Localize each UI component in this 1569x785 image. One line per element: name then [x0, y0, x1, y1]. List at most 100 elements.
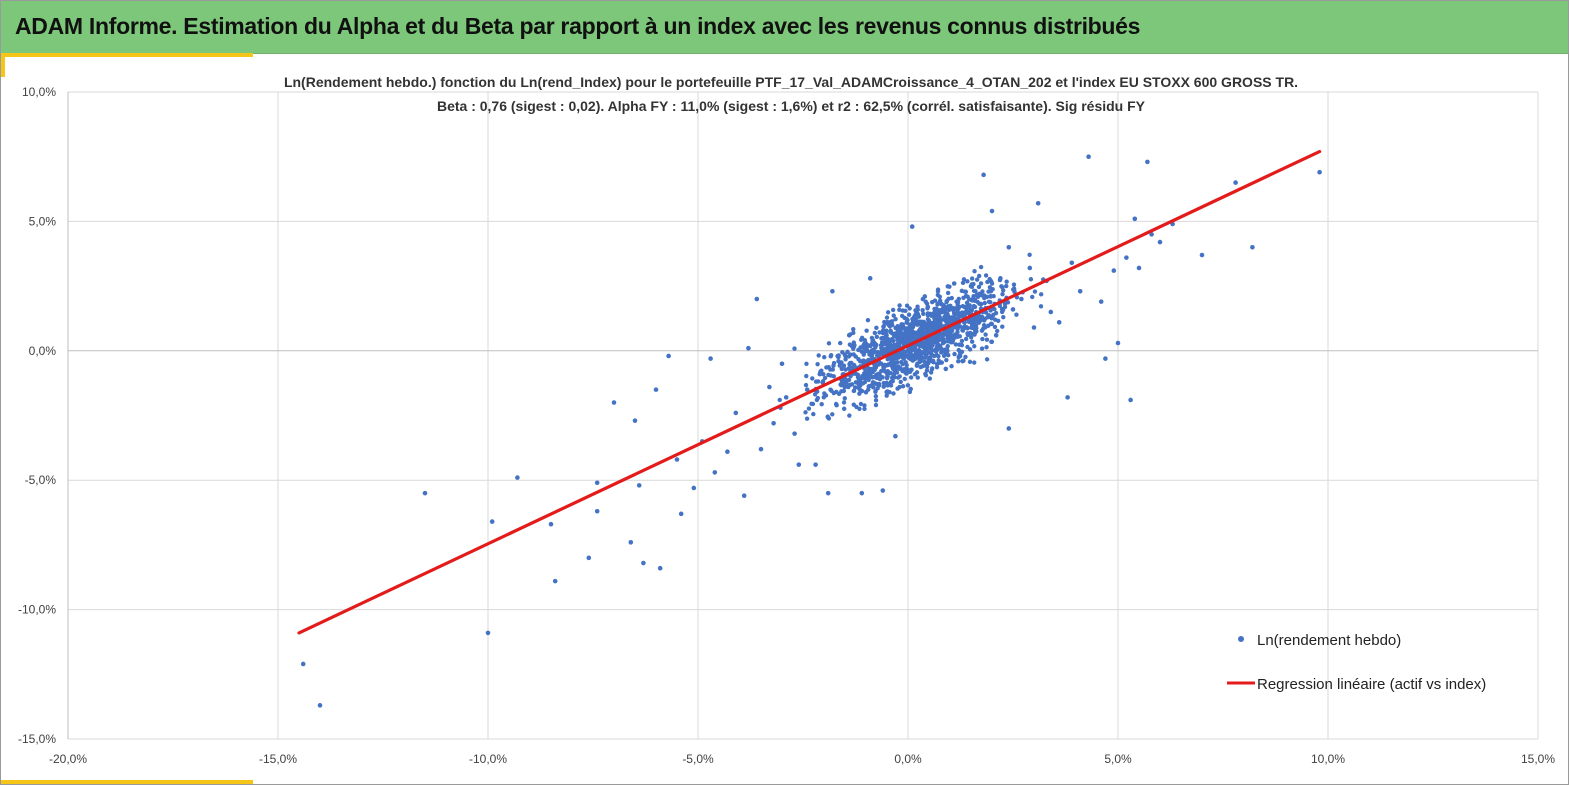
- scatter-point: [886, 322, 891, 327]
- scatter-point: [893, 316, 898, 322]
- scatter-point: [1000, 292, 1005, 297]
- scatter-point: [910, 325, 915, 330]
- scatter-point: [653, 387, 659, 392]
- scatter-point: [972, 269, 977, 274]
- scatter-point: [940, 338, 945, 343]
- scatter-point: [889, 356, 894, 361]
- scatter-point: [815, 361, 820, 367]
- scatter-point: [872, 330, 878, 336]
- scatter-point: [898, 329, 903, 335]
- scatter-point: [1011, 286, 1017, 291]
- scatter-point: [894, 344, 899, 349]
- scatter-point: [915, 311, 921, 317]
- scatter-point: [809, 401, 814, 406]
- scatter-point: [851, 330, 856, 336]
- scatter-point: [792, 431, 797, 436]
- scatter-point: [969, 282, 974, 287]
- scatter-point: [1038, 292, 1044, 297]
- scatter-point: [758, 446, 764, 452]
- scatter-point: [972, 304, 978, 310]
- scatter-point: [1035, 200, 1041, 206]
- scatter-point: [300, 661, 306, 667]
- scatter-point: [814, 397, 820, 403]
- scatter-point: [997, 277, 1003, 283]
- scatter-point: [858, 401, 864, 407]
- scatter-point: [972, 344, 977, 349]
- scatter-point: [822, 391, 827, 396]
- scatter-point: [930, 358, 936, 364]
- scatter-point: [641, 560, 646, 566]
- scatter-point: [586, 555, 592, 561]
- scatter-point: [957, 304, 962, 310]
- scatter-point: [816, 379, 821, 384]
- scatter-point: [923, 331, 928, 337]
- scatter-point: [708, 356, 713, 361]
- scatter-point: [1048, 309, 1054, 315]
- scatter-point: [937, 311, 942, 316]
- scatter-point: [953, 324, 959, 330]
- x-tick-label: -5,0%: [682, 752, 714, 766]
- scatter-point: [855, 372, 861, 377]
- scatter-point: [913, 308, 918, 313]
- scatter-point: [893, 334, 898, 339]
- scatter-point: [988, 289, 994, 294]
- scatter-point: [956, 296, 962, 302]
- scatter-point: [1006, 426, 1012, 431]
- scatter-point: [873, 402, 879, 408]
- y-tick-label: 5,0%: [29, 214, 57, 228]
- scatter-point: [841, 377, 846, 382]
- scatter-point: [777, 397, 782, 403]
- scatter-point: [947, 305, 952, 311]
- scatter-point: [879, 336, 884, 341]
- scatter-point: [839, 366, 844, 372]
- scatter-point: [971, 317, 976, 322]
- scatter-point: [1000, 284, 1005, 290]
- scatter-point: [900, 355, 905, 360]
- scatter-point: [880, 488, 886, 493]
- scatter-point: [822, 354, 827, 360]
- scatter-point: [920, 296, 925, 302]
- chart-axes: -20,0% -15,0% -10,0% -5,0% 0,0% 5,0% 10,0% 15,0…: [18, 85, 1555, 766]
- scatter-point: [914, 354, 919, 360]
- scatter-point: [888, 370, 893, 376]
- scatter-point: [952, 351, 957, 357]
- scatter-point: [422, 490, 428, 496]
- scatter-point: [951, 281, 957, 286]
- scatter-point: [1086, 154, 1091, 159]
- scatter-point: [862, 347, 868, 352]
- scatter-point: [844, 378, 849, 383]
- scatter-point: [1038, 304, 1044, 309]
- scatter-point: [864, 375, 870, 380]
- y-tick-label: -10,0%: [18, 603, 56, 617]
- scatter-point: [982, 300, 987, 306]
- scatter-point: [983, 310, 989, 315]
- scatter-point: [1233, 180, 1238, 185]
- scatter-point: [666, 353, 671, 359]
- scatter-point: [945, 339, 951, 344]
- scatter-point: [888, 328, 893, 333]
- regression-line: [297, 149, 1322, 635]
- scatter-point: [873, 394, 879, 399]
- scatter-point: [898, 379, 903, 385]
- scatter-point: [841, 363, 847, 368]
- scatter-point: [979, 314, 985, 319]
- scatter-point: [881, 324, 886, 329]
- scatter-point: [959, 338, 965, 344]
- scatter-point: [867, 352, 872, 357]
- scatter-point: [792, 346, 797, 351]
- scatter-point: [862, 406, 867, 412]
- scatter-point: [1011, 282, 1017, 287]
- scatter-point: [907, 325, 912, 331]
- scatter-point: [881, 380, 886, 386]
- scatter-point: [981, 172, 986, 178]
- scatter-point: [900, 384, 906, 389]
- scatter-point: [864, 328, 869, 333]
- scatter-point: [628, 540, 634, 545]
- scatter-point: [849, 360, 854, 366]
- scatter-point: [891, 391, 896, 396]
- scatter-point: [937, 317, 942, 323]
- scatter-point: [902, 335, 908, 340]
- scatter-point: [959, 342, 965, 348]
- scatter-point: [873, 389, 878, 394]
